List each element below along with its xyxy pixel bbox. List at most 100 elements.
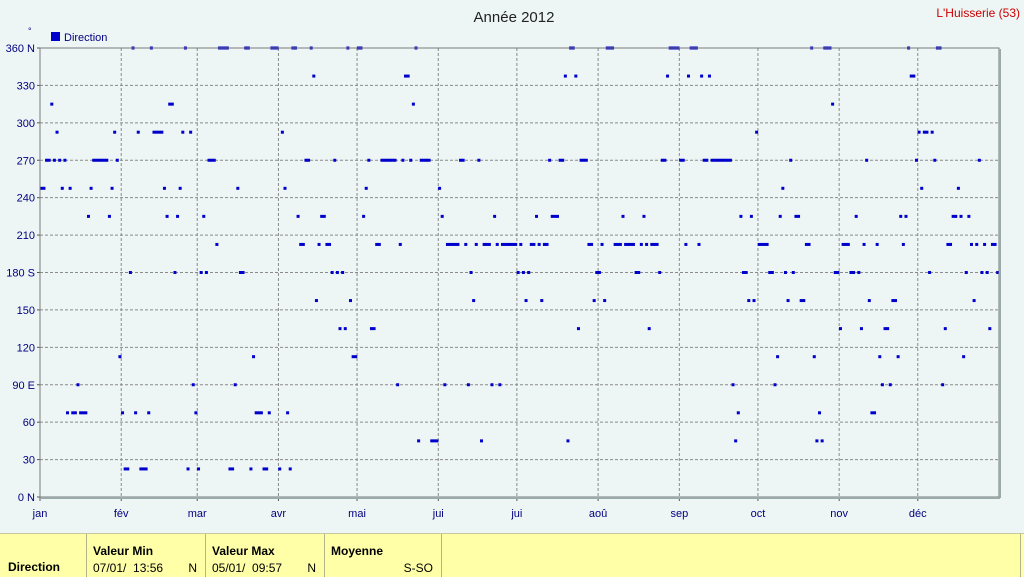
data-point <box>542 242 546 246</box>
data-point <box>587 242 591 246</box>
data-point <box>880 383 884 387</box>
data-point <box>962 355 966 359</box>
data-point <box>283 186 287 190</box>
data-point <box>438 186 442 190</box>
data-point <box>480 439 484 443</box>
data-point <box>972 299 976 303</box>
data-point <box>231 467 235 471</box>
data-point <box>63 158 67 162</box>
data-point <box>464 242 468 246</box>
data-point <box>110 186 114 190</box>
data-point <box>136 130 140 134</box>
data-point <box>398 242 402 246</box>
data-point <box>597 271 601 274</box>
data-point <box>55 130 59 134</box>
data-point <box>566 439 570 443</box>
data-point <box>563 74 567 78</box>
data-point <box>603 299 607 303</box>
x-tick-label: jui <box>510 508 522 520</box>
data-point <box>443 383 447 387</box>
data-point <box>155 130 159 134</box>
x-tick-label: jan <box>32 508 48 520</box>
data-point <box>165 214 169 218</box>
data-point <box>631 242 635 246</box>
data-point <box>173 271 177 274</box>
data-point <box>883 327 887 331</box>
data-point <box>404 74 408 78</box>
data-point <box>115 158 119 162</box>
data-point <box>967 214 971 218</box>
data-point <box>734 439 738 443</box>
footer-row-label-cell: Direction <box>0 534 87 577</box>
x-axis-ticks: jan fév mar avr mai jui jui aoû sep oct nov déc <box>32 497 927 520</box>
data-point <box>896 355 900 359</box>
footer-avg-value: S-SO <box>403 561 433 575</box>
data-point <box>789 158 793 162</box>
data-point <box>409 158 413 162</box>
data-point <box>983 242 987 246</box>
data-point <box>820 439 824 443</box>
data-point <box>710 158 714 162</box>
data-point <box>584 158 588 162</box>
legend-swatch <box>51 32 60 41</box>
data-point <box>495 242 499 246</box>
data-point <box>980 271 984 274</box>
data-point <box>199 271 203 274</box>
data-point <box>865 158 869 162</box>
data-point <box>461 158 465 162</box>
data-point <box>212 158 216 162</box>
series-points <box>39 46 1000 471</box>
data-point <box>210 158 214 162</box>
data-point <box>233 383 237 387</box>
data-point <box>372 327 376 331</box>
data-point <box>621 214 625 218</box>
data-point <box>794 214 798 218</box>
data-point <box>521 271 525 274</box>
data-point <box>160 130 164 134</box>
data-point <box>472 299 476 303</box>
data-point <box>516 271 520 274</box>
data-point <box>52 158 56 162</box>
footer-empty-cell <box>442 534 1021 577</box>
data-point <box>914 158 918 162</box>
data-point <box>687 74 691 78</box>
data-point <box>739 214 743 218</box>
data-point <box>296 214 300 218</box>
footer-min-cell: Valeur Min 07/01/ 13:56 N <box>87 534 206 577</box>
data-point <box>613 242 617 246</box>
data-point <box>762 242 766 246</box>
data-point <box>773 383 777 387</box>
data-point <box>84 411 88 415</box>
data-point <box>181 130 185 134</box>
data-point <box>778 214 782 218</box>
data-point <box>50 102 54 106</box>
data-point <box>988 327 992 331</box>
data-point <box>841 242 845 246</box>
data-point <box>348 299 352 303</box>
data-point <box>928 271 932 274</box>
data-point <box>862 242 866 246</box>
data-point <box>975 242 979 246</box>
data-point <box>933 158 937 162</box>
data-point <box>804 242 808 246</box>
data-point <box>553 214 557 218</box>
data-point <box>265 467 269 471</box>
data-point <box>47 158 51 162</box>
data-point <box>747 299 751 303</box>
footer-max-datetime: 05/01/ 09:57 <box>212 561 283 575</box>
data-point <box>964 271 968 274</box>
data-point <box>749 214 753 218</box>
x-tick-label: mai <box>348 508 366 520</box>
data-point <box>799 299 803 303</box>
data-point <box>267 411 271 415</box>
data-point <box>490 383 494 387</box>
data-point <box>453 242 457 246</box>
data-point <box>818 411 822 415</box>
data-point <box>959 214 963 218</box>
data-point <box>592 299 596 303</box>
data-point <box>362 214 366 218</box>
data-point <box>466 383 470 387</box>
data-point <box>744 271 748 274</box>
data-point <box>645 242 649 246</box>
data-point <box>555 214 559 218</box>
